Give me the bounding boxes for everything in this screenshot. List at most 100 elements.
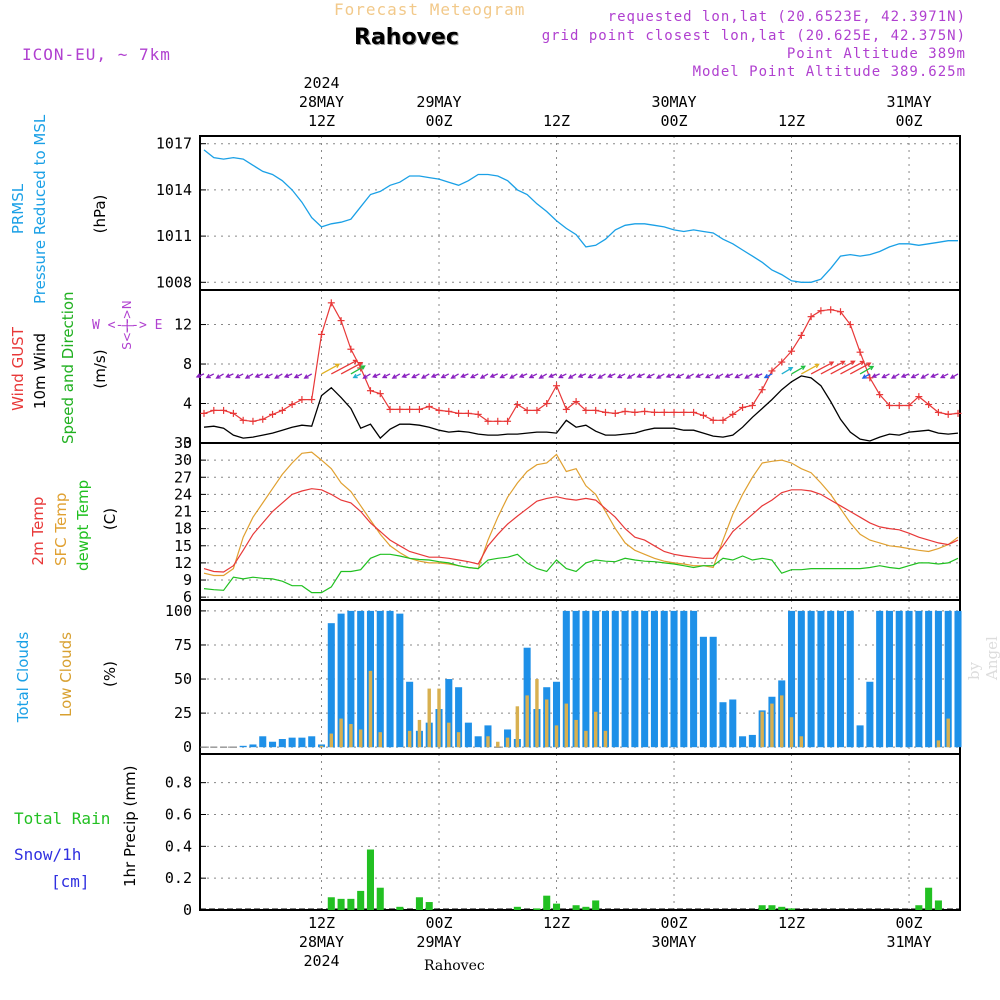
wind-arrow-head [881,373,887,379]
total-cloud-bar [807,610,815,748]
y-tick-label: 30 [174,451,192,469]
y-tick-label: 1014 [156,181,192,199]
bottom-time-tick-line: 12Z [777,914,806,932]
y-tick-label: 0.4 [165,837,192,855]
y-tick-label: 1017 [156,135,192,153]
low-cloud-bar [368,670,373,748]
total-cloud-bar [934,610,942,748]
wind-arrow [849,362,871,375]
wind-arrow-head [283,373,290,378]
wind-arrow-head [499,373,505,379]
rain-bar [768,905,776,910]
total-cloud-bar [386,610,394,748]
total-cloud-bar [641,610,649,748]
low-cloud-bar [319,745,324,748]
total-cloud-bar [650,610,658,748]
wind-arrow-head [866,362,872,367]
total-cloud-bar [660,610,668,748]
y-tick-label: 18 [174,520,192,538]
total-cloud-bar [748,734,756,748]
low-cloud-bar [554,725,559,748]
y-tick-label: 9 [183,571,192,589]
top-time-tick-line: 30MAY [651,93,697,111]
wind-arrow-head [859,360,865,366]
low-cloud-bar [505,737,510,748]
y-tick-label: 12 [174,316,192,334]
rain-label: Total Rain [14,809,111,828]
wind-arrow-head [577,373,583,378]
rain-bar [327,897,335,910]
total-cloud-bar [464,722,472,748]
wind-arrow-head [528,373,534,379]
wind-arrow-head [636,373,642,378]
total-cloud-bar [474,736,482,748]
top-time-tick-line: 2024 [303,74,340,92]
wind-arrow [801,363,819,375]
low-cloud-bar [486,736,490,748]
total-cloud-bar [729,699,737,748]
wind-arrow-head [430,373,437,378]
low-cloud-bar [799,736,804,748]
rain-bar [758,905,766,910]
rain-bar [778,906,786,910]
top-time-tick: 12Z [732,112,852,131]
wind-arrow-head [850,360,856,365]
bottom-time-tick: 12Z [732,914,852,933]
wind-arrow-head [538,374,544,379]
low-cloud-bar [329,733,334,748]
wind-arrow-head [381,373,388,379]
wind-arrow-head [479,374,486,379]
chart-title-top: Forecast Meteogram [334,0,526,19]
total-cloud-bar [719,702,727,748]
wind-arrow-head [939,373,946,379]
y-tick-label: 15 [174,537,192,555]
wind-arrow [340,362,363,375]
wind-compass: W <-|-> E [92,318,163,333]
total-cloud-bar [278,739,286,748]
panel-frame [199,753,961,911]
rain-bar [396,906,404,910]
low-cloud-bar [427,688,431,748]
wind-arrow-head [215,374,221,379]
y-tick-label: 0.8 [165,774,192,792]
wind-arrow-head [829,361,835,366]
bottom-time-tick-line: 12Z [307,914,336,932]
wind-arrow-head [411,373,417,379]
low-cloud-bar [535,679,539,748]
low-cloud-bar [760,711,764,748]
low-cloud-bar [339,718,343,748]
rain-bar [543,895,551,910]
wind-arrow-head [352,359,358,365]
y-tick-label: 25 [174,704,192,722]
wind-arrow-head [421,374,427,379]
total-cloud-bar [915,610,923,748]
total-cloud-bar [885,610,893,748]
top-time-tick-line: 12Z [307,112,336,130]
rain-bar [366,849,374,910]
rain-bar [357,890,365,910]
wind-arrow-head [840,360,846,366]
low-cloud-bar [545,699,549,748]
total-cloud-bar [925,610,933,748]
wind-arrow-head [861,374,867,379]
wind-arrow-head [665,373,672,378]
wind-arrow-head [548,373,554,378]
panel-frame [199,135,961,291]
low-cloud-bar [349,724,353,748]
total-cloud-bar [866,681,874,748]
low-cloud-bar [603,730,608,748]
wind-arrow [810,361,834,375]
total-cloud-bar [817,610,825,748]
wind-arrow [330,359,358,375]
rain-bar [788,908,796,910]
bottom-time-tick: 00Z 29MAY [379,914,499,952]
wind-arrow-head [744,374,750,379]
bottom-time-tick-line: 30MAY [651,933,697,951]
bottom-time-tick-line: 2024 [303,952,340,970]
wind-arrow [820,360,845,375]
wind-arrow-head [489,373,495,378]
total-cloud-bar [905,610,913,748]
rain-bar [376,887,384,910]
total-cloud-bar [699,636,707,748]
rain-bar [425,902,433,910]
